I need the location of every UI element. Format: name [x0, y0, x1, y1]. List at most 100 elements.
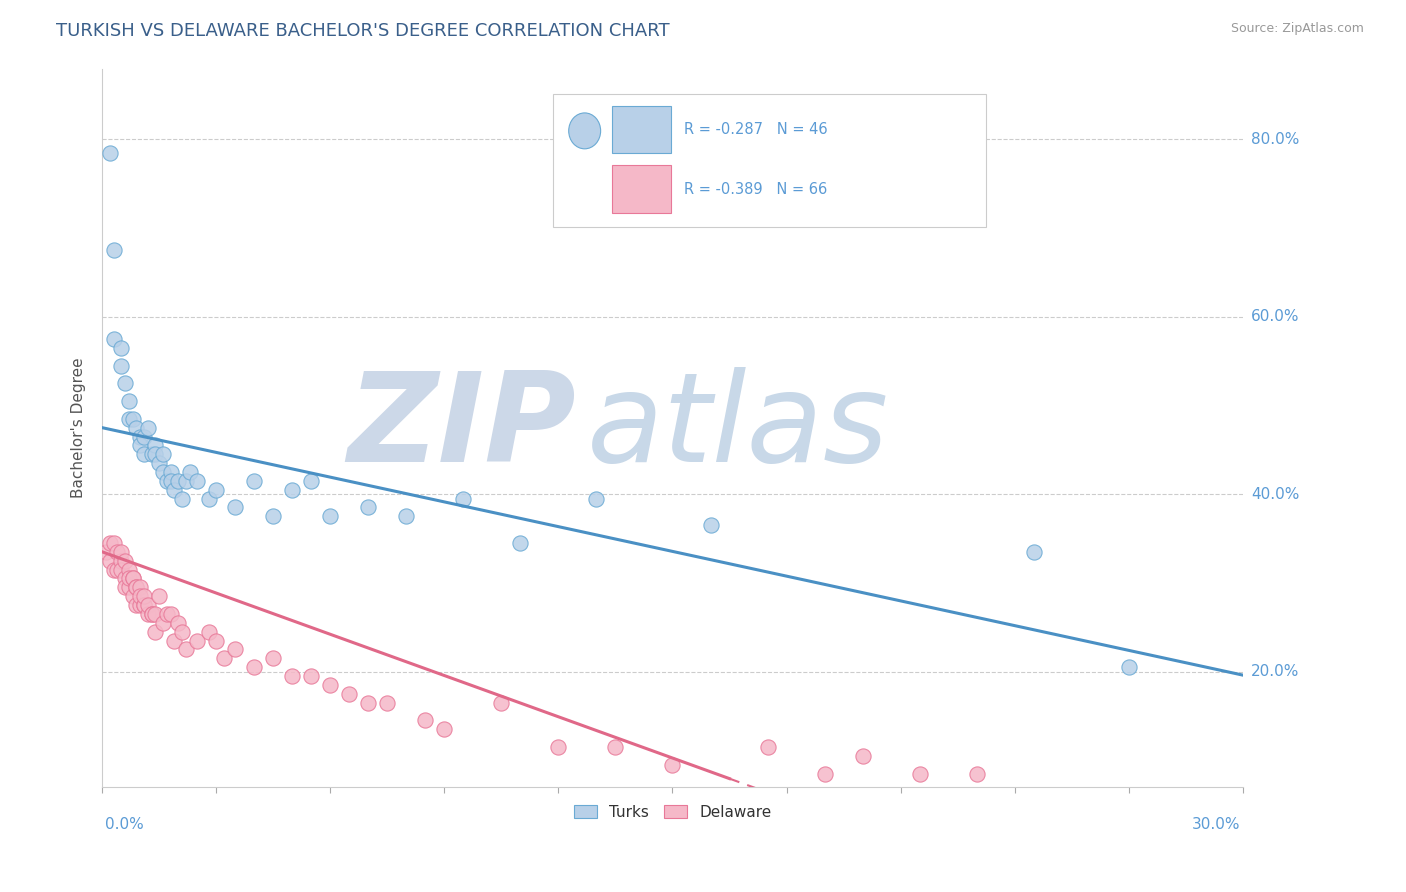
Point — [145, 624, 167, 639]
Point — [197, 491, 219, 506]
Point — [125, 580, 148, 594]
Point — [299, 669, 322, 683]
Point — [281, 483, 304, 497]
Point — [1118, 660, 1140, 674]
Point — [491, 696, 513, 710]
Point — [132, 598, 155, 612]
Point — [186, 474, 208, 488]
Point — [141, 607, 163, 621]
Point — [159, 474, 181, 488]
Text: 20.0%: 20.0% — [1251, 664, 1299, 679]
Point — [107, 563, 129, 577]
Point — [141, 607, 163, 621]
Point — [167, 474, 190, 488]
Point — [205, 483, 228, 497]
Point — [136, 607, 159, 621]
Text: 80.0%: 80.0% — [1251, 132, 1299, 147]
Point — [756, 739, 779, 754]
Text: 60.0%: 60.0% — [1251, 310, 1299, 325]
Point — [103, 536, 125, 550]
Point — [103, 563, 125, 577]
Point — [357, 500, 380, 515]
Point — [299, 474, 322, 488]
Point — [337, 687, 360, 701]
Point — [547, 739, 569, 754]
Point — [110, 563, 132, 577]
Point — [132, 447, 155, 461]
Point — [118, 571, 141, 585]
Point — [121, 412, 143, 426]
Point — [110, 545, 132, 559]
Point — [98, 554, 121, 568]
Point — [148, 456, 170, 470]
Point — [377, 696, 399, 710]
Point — [145, 438, 167, 452]
Point — [114, 580, 136, 594]
Point — [156, 607, 179, 621]
Point — [163, 633, 186, 648]
Point — [129, 438, 152, 452]
Point — [129, 580, 152, 594]
Point — [145, 447, 167, 461]
Point — [262, 651, 284, 665]
Text: ZIP: ZIP — [347, 368, 575, 488]
Point — [110, 554, 132, 568]
Point — [129, 429, 152, 443]
Point — [509, 536, 531, 550]
Point — [110, 341, 132, 355]
Point — [125, 598, 148, 612]
Point — [174, 474, 197, 488]
Point — [114, 554, 136, 568]
Point — [224, 642, 246, 657]
Point — [132, 429, 155, 443]
Point — [661, 757, 683, 772]
Point — [174, 642, 197, 657]
Point — [186, 633, 208, 648]
Point — [94, 545, 117, 559]
Point — [212, 651, 235, 665]
Point — [121, 571, 143, 585]
Point — [145, 607, 167, 621]
Point — [1022, 545, 1045, 559]
Point — [159, 465, 181, 479]
Point — [121, 571, 143, 585]
Ellipse shape — [568, 113, 600, 149]
Point — [121, 589, 143, 603]
Point — [262, 509, 284, 524]
Point — [908, 766, 931, 780]
Point — [357, 696, 380, 710]
Point — [110, 359, 132, 373]
Point — [167, 615, 190, 630]
Point — [170, 624, 193, 639]
Point — [103, 244, 125, 258]
Point — [98, 536, 121, 550]
Point — [132, 598, 155, 612]
Point — [129, 598, 152, 612]
Point — [152, 447, 174, 461]
Point — [132, 589, 155, 603]
Point — [699, 518, 721, 533]
Point — [107, 545, 129, 559]
Point — [118, 563, 141, 577]
Point — [281, 669, 304, 683]
FancyBboxPatch shape — [612, 105, 671, 153]
Point — [852, 748, 875, 763]
Text: TURKISH VS DELAWARE BACHELOR'S DEGREE CORRELATION CHART: TURKISH VS DELAWARE BACHELOR'S DEGREE CO… — [56, 22, 669, 40]
Point — [125, 420, 148, 434]
Text: 40.0%: 40.0% — [1251, 487, 1299, 501]
FancyBboxPatch shape — [612, 165, 671, 213]
Point — [395, 509, 418, 524]
Point — [118, 394, 141, 409]
Text: 0.0%: 0.0% — [105, 817, 143, 832]
Point — [415, 714, 437, 728]
Text: R = -0.287   N = 46: R = -0.287 N = 46 — [683, 122, 828, 137]
Point — [103, 332, 125, 346]
Point — [136, 420, 159, 434]
Point — [148, 589, 170, 603]
Point — [319, 509, 342, 524]
Point — [136, 598, 159, 612]
Legend: Turks, Delaware: Turks, Delaware — [568, 798, 778, 826]
Point — [224, 500, 246, 515]
Point — [319, 678, 342, 692]
Point — [966, 766, 988, 780]
